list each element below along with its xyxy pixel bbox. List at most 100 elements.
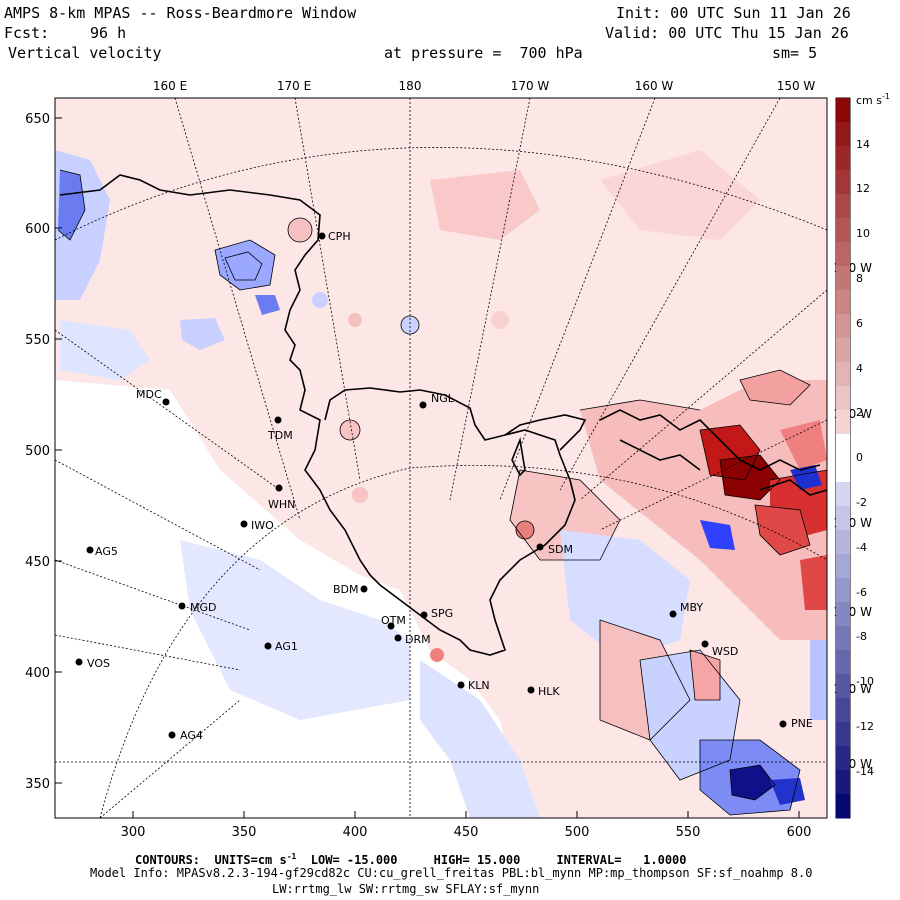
smoothing-value: sm= 5 <box>772 44 818 62</box>
colorbar-cell <box>836 482 850 507</box>
colorbar-tick: 12 <box>856 182 870 195</box>
y-tick-label: 600 <box>25 222 50 237</box>
forecast-label: Fcst: <box>4 24 50 42</box>
valid-time: Valid: 00 UTC Thu 15 Jan 26 <box>605 24 849 42</box>
colorbar-tick: 6 <box>856 317 863 330</box>
model-info: Model Info: MPASv8.2.3-194-gf29cd82c CU:… <box>90 866 813 880</box>
station-label: CPH <box>328 230 351 243</box>
colorbar-cell <box>836 530 850 555</box>
colorbar-cell <box>836 578 850 603</box>
colorbar-tick: -8 <box>856 630 867 643</box>
station-dot <box>457 681 465 689</box>
station-dot <box>168 731 176 739</box>
colorbar-cell <box>836 626 850 651</box>
colorbar-cell <box>836 290 850 315</box>
colorbar-cell <box>836 338 850 363</box>
x-tick-label: 600 <box>787 825 812 840</box>
model-info-physics: LW:rrtmg_lw SW:rrtmg_sw SFLAY:sf_mynn <box>272 882 540 896</box>
station-label: PNE <box>791 717 813 730</box>
top-lon-labels: 160 E 170 E 180 170 W 160 W 150 W <box>153 79 816 93</box>
y-tick-label: 550 <box>25 333 50 348</box>
colorbar-tick: 8 <box>856 272 863 285</box>
station-dot <box>701 640 709 648</box>
colorbar-cell <box>836 770 850 795</box>
station-dot <box>527 686 535 694</box>
colorbar-cell <box>836 410 850 435</box>
colorbar-unit: cm s-1 <box>856 92 890 107</box>
station-label: IWO <box>251 519 274 532</box>
colorbar-tick: 14 <box>856 138 870 151</box>
station-label: VOS <box>87 657 110 670</box>
map-title: AMPS 8-km MPAS -- Ross-Beardmore Window <box>4 4 357 22</box>
x-tick-label: 500 <box>565 825 590 840</box>
colorbar-labels: cm s-1 14 12 10 8 6 4 2 0 -2 -4 -6 -8 -1… <box>856 92 890 778</box>
x-tick-labels: 300 350 400 450 500 550 600 <box>121 825 812 840</box>
colorbar-cell <box>836 434 850 459</box>
y-tick-label: 650 <box>25 112 50 127</box>
station-dot <box>86 546 94 554</box>
lon-label: 170 E <box>277 79 311 93</box>
colorbar-tick: -6 <box>856 586 867 599</box>
colorbar-cell <box>836 122 850 147</box>
x-tick-label: 300 <box>121 825 146 840</box>
station-dot <box>318 232 326 240</box>
station-label: AG1 <box>275 640 298 653</box>
station-label: OTM <box>381 614 406 627</box>
x-tick-label: 350 <box>232 825 257 840</box>
map-frame <box>54 97 828 819</box>
station-dot <box>178 602 186 610</box>
lon-label: 160 E <box>153 79 187 93</box>
colorbar-cell <box>836 194 850 219</box>
colorbar-cell <box>836 650 850 675</box>
y-tick-label: 450 <box>25 555 50 570</box>
colorbar-tick: -14 <box>856 765 874 778</box>
colorbar-cell <box>836 146 850 171</box>
lon-label: 180 <box>399 79 422 93</box>
colorbar-cell <box>836 242 850 267</box>
colorbar-cell <box>836 746 850 771</box>
colorbar-cell <box>836 218 850 243</box>
station-dot <box>275 484 283 492</box>
station-markers: CPH NGL MDC TDM WHN IWO AG5 SDM BDM MGD … <box>75 230 813 742</box>
station-label: NGL <box>431 392 455 405</box>
colorbar <box>835 97 851 819</box>
pressure-level: at pressure = 700 hPa <box>384 44 583 62</box>
station-label: AG4 <box>180 729 203 742</box>
station-label: WHN <box>268 498 295 511</box>
axis-ticks <box>55 117 800 818</box>
x-tick-label: 400 <box>343 825 368 840</box>
y-tick-label: 500 <box>25 444 50 459</box>
init-time: Init: 00 UTC Sun 11 Jan 26 <box>616 4 851 22</box>
station-dot <box>394 634 402 642</box>
lon-label: 160 W <box>635 79 674 93</box>
contour-lines <box>57 169 827 816</box>
station-label: MDC <box>136 388 162 401</box>
contour-info: CONTOURS: UNITS=cm s-1 LOW= -15.000 HIGH… <box>135 852 687 867</box>
station-dot <box>360 585 368 593</box>
station-label: MBY <box>680 601 703 614</box>
colorbar-tick: -4 <box>856 541 867 554</box>
station-label: SPG <box>431 607 453 620</box>
station-dot <box>264 642 272 650</box>
station-dot <box>420 611 428 619</box>
station-dot <box>274 416 282 424</box>
station-dot <box>419 401 427 409</box>
lon-label: 170 W <box>511 79 550 93</box>
station-dot <box>162 398 170 406</box>
station-label: KLN <box>468 679 490 692</box>
y-tick-label: 350 <box>25 777 50 792</box>
colorbar-cell <box>836 362 850 387</box>
colorbar-cell <box>836 98 850 123</box>
station-label: SDM <box>548 543 573 556</box>
colorbar-cell <box>836 794 850 819</box>
colorbar-tick: 4 <box>856 362 863 375</box>
forecast-hour: 96 h <box>90 24 127 42</box>
colorbar-tick: -12 <box>856 720 874 733</box>
y-tick-label: 400 <box>25 666 50 681</box>
colorbar-tick: 10 <box>856 227 870 240</box>
colorbar-cell <box>836 674 850 699</box>
x-tick-label: 450 <box>454 825 479 840</box>
station-dot <box>75 658 83 666</box>
station-label: DRM <box>405 633 431 646</box>
lon-label: 150 W <box>777 79 816 93</box>
